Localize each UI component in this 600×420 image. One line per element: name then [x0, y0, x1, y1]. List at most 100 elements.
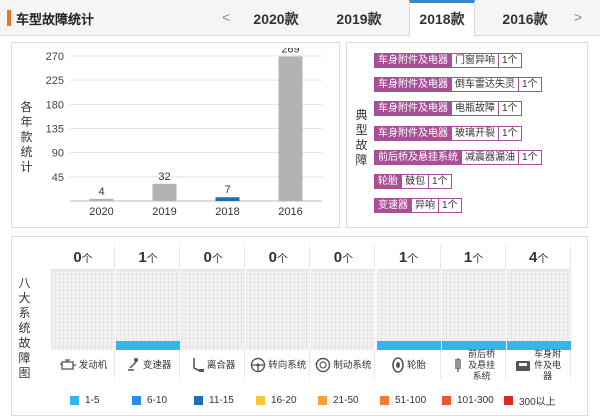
system-label: 前后桥及悬挂系统	[442, 349, 506, 381]
system-label: 发动机	[51, 352, 115, 378]
year-stats-label: 各年款统计	[20, 100, 33, 174]
system-count-value: 1	[138, 249, 147, 266]
fault-tag[interactable]: 车身附件及电器 门窗异响 1个	[374, 53, 522, 68]
title-accent	[7, 10, 11, 26]
fault-tag[interactable]: 车身附件及电器 电瓶故障 1个	[374, 101, 522, 117]
fault-issue: 玻璃开裂	[452, 125, 499, 141]
system-count-value: 1	[463, 249, 473, 266]
system-count-value: 0	[333, 249, 343, 266]
suspension-icon	[451, 357, 467, 373]
fault-tag[interactable]: 变速器 异响 1个	[374, 198, 462, 214]
fault-issue: 异响	[412, 198, 439, 214]
legend-item: 6-10	[132, 393, 194, 408]
fault-issue: 电瓶故障	[452, 101, 499, 117]
system-count-unit: 个	[342, 253, 354, 265]
system-column[interactable]: 1个变速器	[116, 246, 181, 378]
data-label-2018: 7	[224, 184, 230, 196]
system-count: 0个	[246, 246, 311, 270]
system-count-unit: 个	[211, 253, 223, 265]
system-count: 4个	[506, 246, 571, 270]
system-label: 离合器	[181, 352, 245, 378]
fault-tag[interactable]: 前后桥及悬挂系统 减震器漏油 1个	[374, 149, 542, 165]
legend-label: 6-10	[147, 395, 168, 406]
fault-count: 1个	[499, 101, 522, 117]
fault-category: 轮胎	[374, 174, 402, 189]
fault-count: 1个	[519, 149, 542, 165]
clutch-pedal-icon	[191, 357, 207, 373]
legend-label: 51-100	[395, 395, 427, 406]
system-count-value: 0	[268, 249, 277, 266]
bar-2020	[89, 198, 114, 201]
system-name: 变速器	[142, 359, 172, 371]
fault-issue: 鼓包	[402, 174, 429, 189]
fault-count: 1个	[519, 77, 542, 93]
legend-swatch	[256, 396, 265, 405]
fault-category: 车身附件及电器	[374, 125, 452, 141]
fault-count: 1个	[499, 53, 522, 68]
legend-label: 21-50	[333, 395, 359, 406]
system-count-unit: 个	[81, 253, 93, 265]
year-bar-chart: 45 90 135 180 225 270 4 2020 32 2019 7 2018 269 2016	[46, 48, 322, 218]
legend-swatch	[70, 396, 79, 405]
tab-2018[interactable]: 2018款	[409, 0, 475, 37]
fault-count: 1个	[429, 174, 452, 189]
fault-category: 变速器	[374, 198, 412, 214]
system-column[interactable]: 0个发动机	[51, 246, 115, 378]
system-column[interactable]: 1个 前后桥及悬挂系统	[441, 246, 506, 381]
system-fault-area	[441, 270, 506, 350]
system-column[interactable]: 0个离合器	[181, 246, 246, 378]
fault-tag[interactable]: 轮胎 鼓包 1个	[374, 174, 452, 189]
system-column[interactable]: 0个 制动系统	[311, 246, 376, 378]
legend-swatch	[132, 396, 141, 405]
next-arrow-button[interactable]: >	[574, 9, 583, 25]
steering-wheel-icon	[250, 357, 268, 373]
typical-faults-label: 典型故障	[355, 108, 368, 167]
system-label: 轮胎	[377, 352, 441, 378]
data-label-2019: 32	[158, 171, 170, 183]
prev-arrow-button[interactable]: <	[222, 9, 231, 25]
system-fault-area	[311, 270, 376, 350]
x-tick-label-2016: 2016	[278, 206, 302, 218]
legend-item: 11-15	[194, 393, 256, 408]
data-label-2016: 269	[281, 48, 299, 56]
y-tick-label: 90	[52, 148, 64, 160]
tab-2020[interactable]: 2020款	[253, 11, 299, 27]
legend-swatch	[318, 396, 327, 405]
fault-issue: 减震器漏油	[462, 149, 519, 165]
system-fault-bar	[376, 341, 441, 350]
system-name: 离合器	[206, 359, 236, 371]
system-column[interactable]: 1个 轮胎	[376, 246, 441, 378]
x-tick-label-2018: 2018	[215, 206, 239, 218]
system-count-value: 0	[73, 249, 82, 266]
legend-item: 1-5	[70, 393, 132, 408]
system-name: 车身附件及电器	[534, 348, 562, 381]
legend-swatch	[194, 396, 203, 405]
tab-2019[interactable]: 2019款	[336, 11, 382, 27]
fault-count: 1个	[439, 198, 462, 214]
system-fault-bar	[506, 341, 571, 350]
system-name: 轮胎	[406, 359, 426, 371]
fault-tag[interactable]: 车身附件及电器 玻璃开裂 1个	[374, 125, 522, 141]
fault-tag[interactable]: 车身附件及电器 倒车雷达失灵 1个	[374, 77, 542, 93]
system-fault-area	[376, 270, 441, 350]
gear-shift-icon	[125, 357, 143, 373]
legend-item: 51-100	[380, 393, 442, 408]
systems-label: 八大系统故障图	[18, 276, 31, 380]
tab-2016[interactable]: 2016款	[502, 11, 548, 27]
system-label: 转向系统	[246, 352, 310, 378]
tire-icon	[391, 357, 407, 373]
system-name: 转向系统	[268, 359, 307, 371]
system-column[interactable]: 4个车身附件及电器	[506, 246, 571, 381]
system-fault-area	[116, 270, 181, 350]
system-column[interactable]: 0个转向系统	[246, 246, 311, 378]
fault-issue: 倒车雷达失灵	[452, 77, 519, 93]
engine-icon	[59, 358, 79, 372]
y-tick-label: 45	[52, 172, 64, 184]
system-label: 变速器	[116, 352, 180, 378]
system-count: 0个	[181, 246, 246, 270]
legend-item: 300以上	[504, 393, 566, 408]
system-count: 1个	[116, 246, 181, 270]
bar-2016	[278, 56, 303, 202]
system-count-unit: 个	[407, 253, 419, 265]
x-tick-label-2020: 2020	[89, 206, 113, 218]
